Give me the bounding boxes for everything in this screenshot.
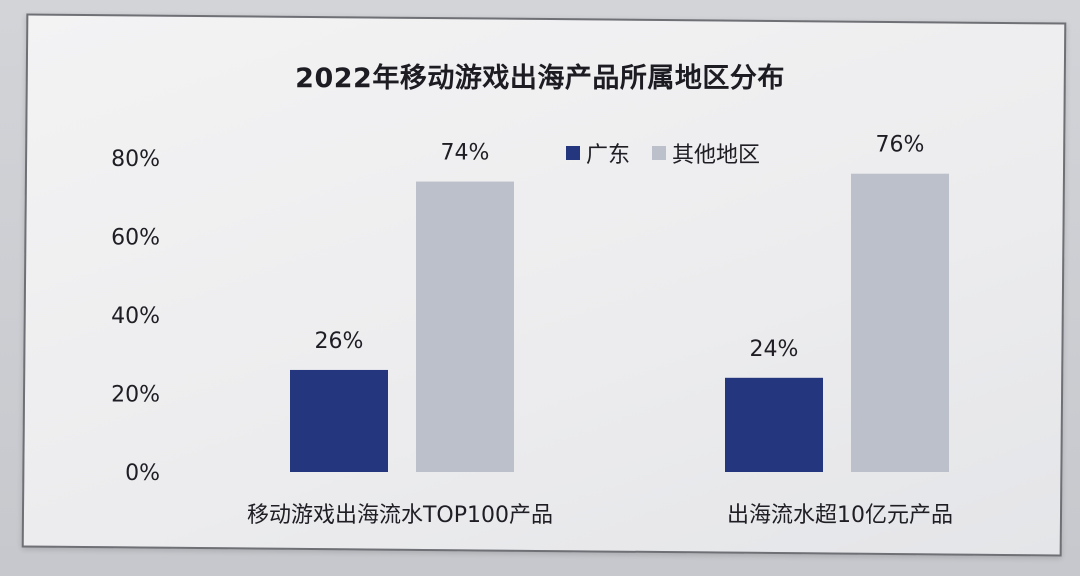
legend-label: 其他地区	[672, 143, 760, 168]
bar-series	[290, 173, 949, 473]
legend-swatch	[566, 146, 580, 160]
x-category-label: 移动游戏出海流水TOP100产品	[247, 503, 553, 528]
y-tick-label: 60%	[111, 226, 160, 251]
x-axis: 移动游戏出海流水TOP100产品 出海流水超10亿元产品	[247, 503, 953, 528]
legend-swatch	[652, 146, 666, 160]
legend: 广东 其他地区	[566, 143, 760, 168]
bar-other-regions	[851, 173, 949, 472]
bar-value-label: 26%	[315, 329, 364, 354]
data-labels: 26% 74% 24% 76%	[315, 133, 925, 362]
x-category-label: 出海流水超10亿元产品	[727, 503, 953, 528]
bar-value-label: 74%	[441, 141, 490, 166]
chart-title: 2022年移动游戏出海产品所属地区分布	[295, 63, 785, 94]
bar-guangdong	[725, 377, 823, 472]
y-tick-label: 80%	[111, 147, 160, 172]
bar-other-regions	[416, 181, 514, 473]
y-tick-label: 0%	[125, 461, 160, 486]
legend-label: 广东	[586, 143, 630, 168]
bar-value-label: 76%	[876, 133, 925, 158]
y-tick-label: 40%	[111, 304, 160, 329]
y-axis: 0% 20% 40% 60% 80%	[111, 147, 160, 486]
y-tick-label: 20%	[111, 383, 160, 408]
bar-guangdong	[290, 369, 388, 472]
bar-value-label: 24%	[750, 337, 799, 362]
